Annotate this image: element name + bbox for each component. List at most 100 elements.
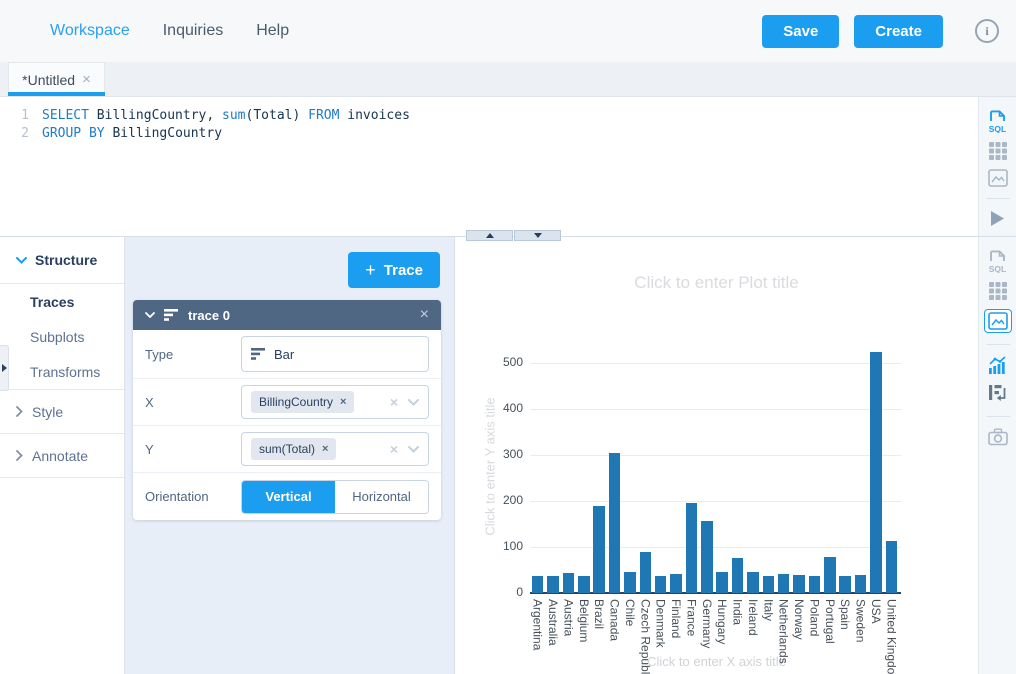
sql-view-icon[interactable]: SQL [987,250,1008,273]
bar[interactable] [854,575,867,593]
rail-divider [985,416,1010,417]
orientation-horizontal-button[interactable]: Horizontal [335,480,428,513]
table-view-icon[interactable] [988,142,1007,160]
bar[interactable] [824,557,836,593]
chip-remove-icon[interactable]: × [340,395,347,408]
chevron-down-icon[interactable] [408,398,419,406]
bar[interactable] [747,572,759,593]
chart-view-active-box[interactable] [983,309,1012,333]
structure-group[interactable]: Structure [0,237,124,284]
bar[interactable] [670,573,682,593]
bar[interactable] [808,575,821,593]
camera-icon[interactable] [987,428,1008,446]
bar[interactable] [701,521,713,593]
bar[interactable] [762,575,775,593]
y-column-select[interactable]: sum(Total) × × [241,432,429,466]
trace-config-panel: + Trace trace 0 × Type [125,237,455,674]
close-icon[interactable]: × [419,306,429,323]
y-label: Y [145,441,154,457]
tab-untitled[interactable]: *Untitled × [8,62,105,96]
chevron-down-icon [16,256,27,264]
bar[interactable] [685,503,698,593]
info-icon[interactable]: i [975,19,999,43]
x-axis-title-placeholder[interactable]: Click to enter X axis title [647,654,786,669]
add-trace-button[interactable]: + Trace [348,252,440,288]
bar[interactable] [531,575,544,593]
bar[interactable] [870,352,882,593]
x-tick-label: Portugal [822,599,837,644]
style-label: Style [32,403,64,420]
svg-text:SQL: SQL [989,124,1006,133]
top-navbar: Workspace Inquiries Help Save Create i [0,0,1016,62]
sql-view-icon[interactable]: SQL [987,110,1008,133]
x-axis-line [530,592,901,594]
plot-title-placeholder[interactable]: Click to enter Plot title [634,273,799,292]
svg-text:SQL: SQL [989,264,1006,273]
run-query-icon[interactable] [990,210,1005,227]
sidebar-collapse-handle[interactable] [0,345,9,391]
rail-divider [985,344,1010,345]
y-column-chip[interactable]: sum(Total) × [251,438,337,460]
bar[interactable] [608,453,621,593]
chart-view-icon[interactable] [987,169,1008,187]
chevron-right-icon [16,406,23,417]
trace-card-header[interactable]: trace 0 × [133,300,441,330]
x-tick-label: Canada [607,599,622,642]
x-tick-label: Brazil [592,599,607,630]
collapse-down-button[interactable] [514,230,561,241]
nav-workspace[interactable]: Workspace [50,22,130,39]
bar[interactable] [777,574,790,593]
orientation-vertical-button[interactable]: Vertical [242,480,335,513]
y-tick-label: 100 [502,539,523,553]
chip-remove-icon[interactable]: × [322,442,329,455]
chip-label: sum(Total) [259,442,316,456]
plot-icon-rail: SQL [978,237,1016,674]
y-tick-label: 0 [516,585,523,599]
clear-selection-icon[interactable]: × [389,394,398,410]
add-trace-label: Trace [383,261,423,279]
bar[interactable] [639,551,652,593]
clear-selection-icon[interactable]: × [389,441,398,457]
chart-editor-icon[interactable] [988,356,1008,375]
nav-help[interactable]: Help [256,22,290,39]
sql-token: BillingCountry, [88,108,223,123]
sidebar-item-annotate[interactable]: Annotate [0,433,124,478]
table-view-icon[interactable] [988,282,1007,300]
bar[interactable] [654,575,667,593]
nav-inquiries[interactable]: Inquiries [162,22,224,39]
type-row: Type Bar [133,330,441,379]
x-tick-label: Australia [546,599,561,646]
sidebar-item-traces[interactable]: Traces [30,293,75,310]
x-column-chip[interactable]: BillingCountry × [251,391,355,413]
bar[interactable] [731,558,744,593]
save-button[interactable]: Save [762,14,840,48]
trace-type-select[interactable]: Bar [241,336,429,372]
bar[interactable] [593,505,605,593]
sql-editor[interactable]: 1 SELECT BillingCountry, sum (Total) FROM … [0,97,978,236]
export-flow-icon[interactable] [988,384,1008,405]
x-column-select[interactable]: BillingCountry × × [241,385,429,419]
y-axis-title-placeholder[interactable]: Click to enter Y axis title [482,397,498,536]
bar[interactable] [562,573,575,593]
bar[interactable] [885,541,898,593]
bar[interactable] [547,575,559,593]
y-tick-label: 500 [502,355,523,369]
tab-close-icon[interactable]: × [82,71,91,88]
bar-chart-icon [251,348,265,360]
bar[interactable] [716,572,728,593]
trace-card: trace 0 × Type Bar X [133,300,441,520]
bar[interactable] [624,571,636,593]
x-row: X BillingCountry × × [133,379,441,426]
x-tick-label: India [730,599,745,626]
x-tick-label: Finland [669,599,684,639]
create-button[interactable]: Create [854,14,943,48]
bar[interactable] [578,575,590,593]
chevron-down-icon[interactable] [408,445,419,453]
bar[interactable] [839,575,851,593]
collapse-up-button[interactable] [466,230,513,241]
bar[interactable] [793,574,805,593]
sidebar-item-transforms[interactable]: Transforms [30,363,101,380]
sidebar-item-subplots[interactable]: Subplots [30,328,85,345]
sidebar-item-style[interactable]: Style [0,389,124,433]
chip-label: BillingCountry [259,395,334,409]
